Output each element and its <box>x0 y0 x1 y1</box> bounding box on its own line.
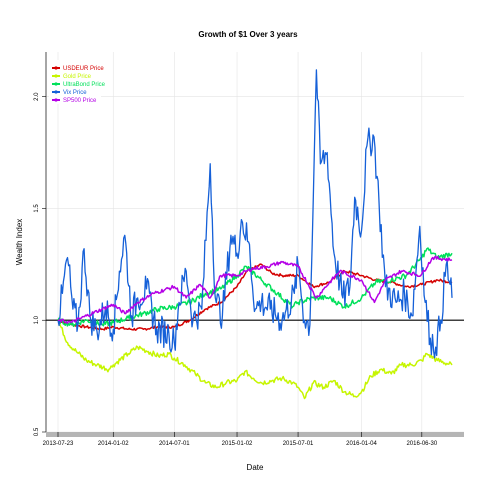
legend-marker <box>54 74 58 78</box>
x-tick-label: 2013-07-23 <box>43 441 74 447</box>
legend-marker <box>54 98 58 102</box>
x-tick-label: 2014-01-02 <box>98 441 129 447</box>
x-axis-title: Date <box>247 463 264 472</box>
y-tick-label: 1.0 <box>34 315 40 324</box>
y-tick-label: 1.5 <box>34 204 40 213</box>
y-tick-label: 0.5 <box>34 427 40 436</box>
legend-label: USDEUR Price <box>63 66 104 72</box>
series-group <box>57 69 453 400</box>
legend-marker <box>54 82 58 86</box>
y-tick-label: 2.0 <box>34 92 40 101</box>
series-line-gold-price <box>57 319 453 400</box>
x-tick-label: 2016-06-30 <box>406 441 437 447</box>
legend-marker <box>54 66 58 70</box>
x-tick-label: 2015-07-01 <box>283 441 314 447</box>
y-axis-title: Wealth Index <box>15 219 24 266</box>
plot-area <box>46 52 464 432</box>
legend-label: Vix Price <box>63 90 87 96</box>
legend-label: Gold Price <box>63 74 92 80</box>
legend-label: SP500 Price <box>63 98 97 104</box>
series-line-vix-price <box>57 69 453 359</box>
legend-marker <box>54 90 58 94</box>
chart-title: Growth of $1 Over 3 years <box>198 30 298 39</box>
x-tick-label: 2016-01-04 <box>346 441 377 447</box>
x-tick-label: 2014-07-01 <box>159 441 190 447</box>
legend-label: UltraBond Price <box>63 82 106 88</box>
x-tick-label: 2015-01-02 <box>222 441 253 447</box>
axes: 2013-07-23 2014-01-02 2014-07-01 2015-01-02… <box>34 52 464 447</box>
series-line-sp500-price <box>57 255 453 325</box>
x-axis-bar <box>46 432 464 437</box>
legend: USDEUR Price Gold Price UltraBond Price Vix… <box>49 60 106 104</box>
